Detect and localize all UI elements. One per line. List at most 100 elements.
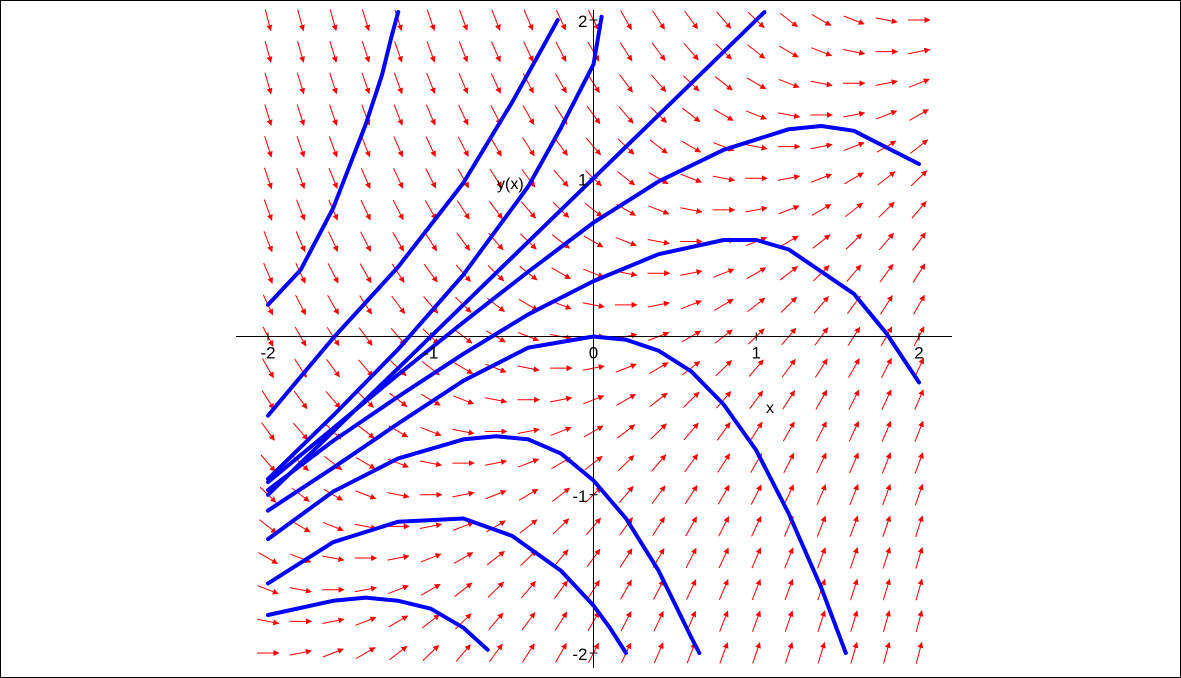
field-arrow xyxy=(387,584,409,595)
x-axis-label: x xyxy=(766,400,774,417)
field-arrow xyxy=(909,108,929,121)
field-arrow xyxy=(618,106,634,124)
field-arrow xyxy=(778,78,800,89)
field-arrow xyxy=(713,298,734,311)
field-arrow xyxy=(682,391,700,408)
solution-curve xyxy=(266,595,490,652)
field-arrow xyxy=(883,641,891,664)
field-arrow xyxy=(915,547,924,569)
field-arrow xyxy=(289,587,312,594)
field-arrow xyxy=(748,359,764,377)
field-arrow xyxy=(682,361,701,376)
field-arrow xyxy=(814,358,828,378)
field-arrow xyxy=(518,488,539,501)
field-arrow xyxy=(520,580,536,599)
field-arrow xyxy=(293,390,308,410)
field-arrow xyxy=(880,357,892,379)
x-tick-label: 0 xyxy=(589,344,598,363)
field-arrow xyxy=(752,642,761,664)
field-arrow xyxy=(782,421,795,442)
field-arrow xyxy=(488,612,504,631)
field-arrow xyxy=(777,112,801,119)
field-arrow xyxy=(652,516,665,536)
field-arrow xyxy=(813,296,829,314)
field-arrow xyxy=(784,578,794,601)
field-arrow xyxy=(811,14,832,26)
field-arrow xyxy=(681,140,702,153)
field-arrow xyxy=(452,428,475,436)
field-arrow xyxy=(322,617,345,624)
field-arrow xyxy=(422,644,439,662)
field-arrow xyxy=(491,41,501,63)
solution-curve xyxy=(266,516,628,655)
field-arrow xyxy=(685,547,697,569)
field-arrow xyxy=(296,199,306,221)
field-arrow xyxy=(615,363,637,373)
field-arrow xyxy=(649,392,668,407)
field-arrow xyxy=(778,205,800,215)
field-arrow xyxy=(714,76,733,91)
field-arrow xyxy=(359,263,372,284)
field-arrow xyxy=(848,389,860,410)
field-arrow xyxy=(781,358,796,378)
field-arrow xyxy=(263,262,273,284)
field-arrow xyxy=(850,641,859,664)
field-arrow xyxy=(452,490,475,498)
solution-curve xyxy=(266,434,702,655)
field-arrow xyxy=(684,453,699,473)
field-arrow xyxy=(719,642,729,664)
field-arrow xyxy=(484,397,508,404)
field-arrow xyxy=(618,486,634,504)
field-arrow xyxy=(458,104,469,126)
field-arrow xyxy=(620,10,632,30)
solution-curve xyxy=(266,238,921,492)
field-arrow xyxy=(263,167,273,190)
axes xyxy=(236,10,952,668)
field-arrow xyxy=(877,171,896,186)
field-arrow xyxy=(489,136,502,157)
solution-curve xyxy=(266,14,604,481)
field-arrow xyxy=(522,643,535,663)
field-arrow xyxy=(328,136,338,158)
field-arrow xyxy=(393,136,404,158)
field-arrow xyxy=(522,105,535,125)
x-tick-label: -1 xyxy=(423,344,438,363)
field-arrow xyxy=(355,457,376,470)
field-arrow xyxy=(290,520,311,533)
field-arrow xyxy=(882,578,891,601)
field-arrow xyxy=(843,15,865,25)
field-arrow xyxy=(554,137,568,156)
field-arrow xyxy=(391,263,405,283)
field-arrow xyxy=(425,136,436,158)
field-arrow xyxy=(295,294,307,316)
field-arrow xyxy=(844,172,864,185)
field-arrow xyxy=(491,9,501,31)
field-arrow xyxy=(360,167,371,189)
field-arrow xyxy=(619,74,633,93)
field-arrow xyxy=(749,390,764,409)
field-arrow xyxy=(713,108,734,121)
field-arrow xyxy=(651,42,666,61)
field-arrow xyxy=(844,202,863,218)
field-arrow xyxy=(750,484,762,505)
field-arrow xyxy=(619,548,633,568)
field-arrow xyxy=(815,421,827,442)
field-arrow xyxy=(713,268,735,278)
field-arrow xyxy=(915,578,924,601)
field-arrow xyxy=(361,9,371,32)
field-arrow xyxy=(619,517,633,536)
field-arrow xyxy=(912,263,926,283)
field-arrow xyxy=(845,233,863,250)
y-tick-label: -2 xyxy=(572,645,587,664)
field-arrow xyxy=(745,110,767,120)
field-arrow xyxy=(328,167,338,189)
field-arrow xyxy=(356,424,375,439)
solution-curve xyxy=(266,334,848,655)
field-arrow xyxy=(329,72,338,95)
field-arrow xyxy=(519,519,538,534)
field-arrow xyxy=(423,264,438,283)
field-arrow xyxy=(358,359,374,377)
field-arrow xyxy=(257,585,279,595)
field-arrow xyxy=(355,490,377,500)
